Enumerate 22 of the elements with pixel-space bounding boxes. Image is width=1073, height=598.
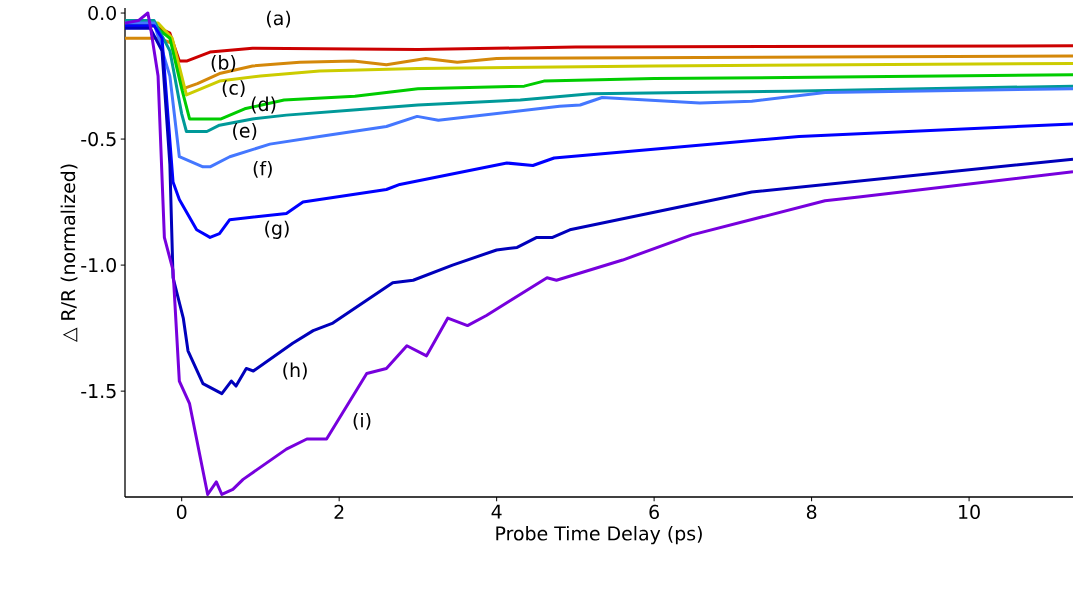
- series-label: (a): [266, 10, 291, 28]
- y-tick-label: -1.5: [81, 384, 116, 399]
- series-label: (i): [353, 412, 371, 430]
- line-series: [123, 26, 1073, 396]
- series-label: (f): [253, 160, 272, 178]
- y-tick-label: -0.5: [81, 131, 116, 147]
- x-tick-label: 4: [491, 504, 502, 519]
- series-label: (h): [283, 362, 307, 380]
- y-axis-title: △ R/R (normalized): [60, 164, 78, 343]
- y-tick-label: -1.0: [81, 257, 116, 273]
- x-axis-title: Probe Time Delay (ps): [496, 525, 702, 545]
- series-label: (e): [233, 123, 257, 140]
- series-label: (b): [211, 55, 236, 72]
- x-tick-label: 8: [806, 504, 817, 520]
- x-tick-label: 10: [959, 504, 980, 520]
- x-tick-label: 6: [649, 504, 659, 520]
- series-label: (g): [265, 220, 289, 239]
- x-tick-label: 0: [176, 504, 187, 520]
- x-tick-label: 2: [334, 504, 344, 519]
- line-series: [123, 11, 1073, 496]
- series-label: (c): [222, 80, 245, 98]
- y-tick-label: 0.0: [88, 5, 116, 21]
